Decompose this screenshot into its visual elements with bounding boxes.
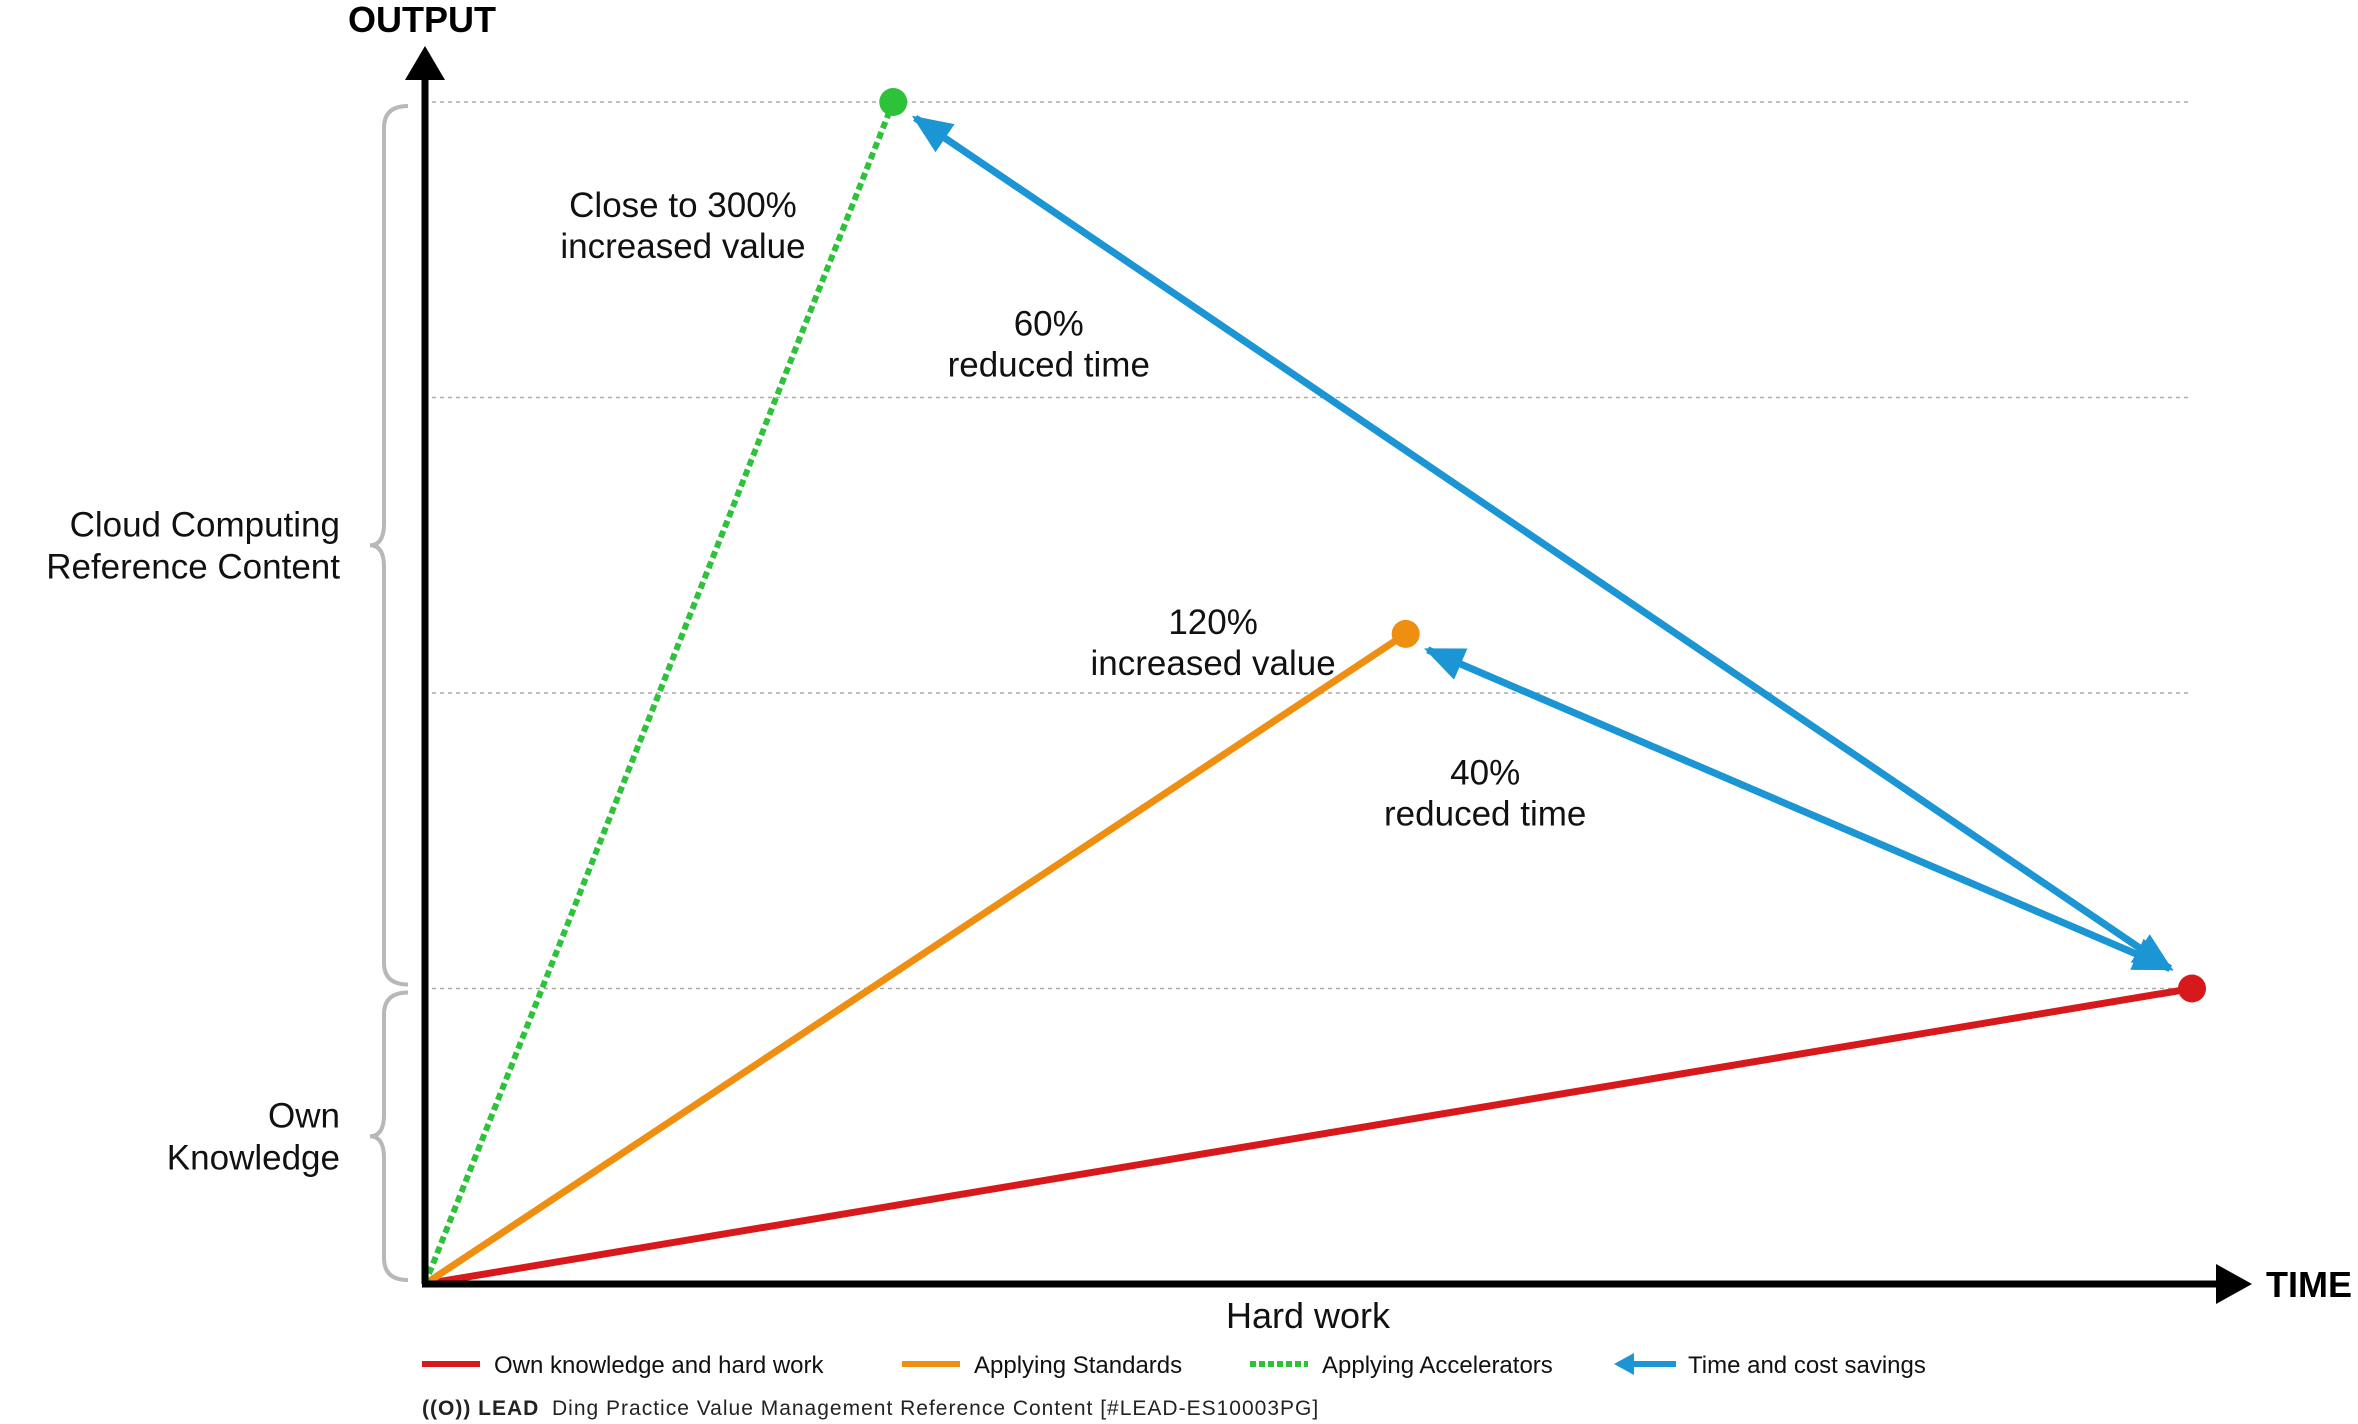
series-lines <box>422 100 2193 1288</box>
legend-label-0: Own knowledge and hard work <box>494 1352 825 1379</box>
series-endpoint-0 <box>2178 974 2206 1003</box>
bracket-label-1-0: Own <box>268 1096 340 1135</box>
series-line-2 <box>422 100 897 1286</box>
savings-arrow-back-1 <box>1426 646 2174 972</box>
bracket-label-1-1: Knowledge <box>167 1138 340 1177</box>
y-axis-title: OUTPUT <box>348 0 496 40</box>
axes: OUTPUT TIME Hard work <box>348 0 2352 1336</box>
series-endpoint-2 <box>879 88 908 116</box>
bracket-label-0-1: Reference Content <box>46 547 340 586</box>
x-axis-arrowhead <box>2216 1264 2252 1304</box>
bracket-1 <box>369 990 409 1282</box>
legend-arrowhead-3 <box>1614 1353 1634 1375</box>
series-line-1 <box>423 630 1408 1287</box>
annotation-0-0: Close to 300% <box>569 186 797 225</box>
annotation-0-1: increased value <box>560 227 805 266</box>
legend: Own knowledge and hard work Applying Stan… <box>422 1352 1926 1379</box>
savings-arrow-back-0 <box>913 115 2174 972</box>
end-points <box>879 88 2206 1003</box>
annotation-3-0: 40% <box>1450 754 1520 793</box>
x-axis-title: TIME <box>2266 1264 2352 1305</box>
annotation-2-1: increased value <box>1091 644 1336 683</box>
legend-label-1: Applying Standards <box>974 1352 1182 1379</box>
legend-label-3: Time and cost savings <box>1688 1352 1926 1379</box>
annotation-3-1: reduced time <box>1384 795 1586 834</box>
series-endpoint-1 <box>1391 619 1420 648</box>
annotation-2-0: 120% <box>1168 603 1258 642</box>
footer: ((O)) LEAD Ding Practice Value Managemen… <box>422 1397 1319 1420</box>
annotation-1-0: 60% <box>1014 304 1084 343</box>
x-axis-label: Hard work <box>1226 1295 1391 1336</box>
footer-text: Ding Practice Value Management Reference… <box>552 1397 1319 1420</box>
savings-arrows <box>911 115 2174 972</box>
footer-logo: ((O)) LEAD <box>422 1397 539 1420</box>
bracket-0 <box>369 104 409 987</box>
y-axis-arrowhead <box>405 46 445 80</box>
annotation-1-1: reduced time <box>948 345 1150 384</box>
series-line-0 <box>424 985 2193 1288</box>
bracket-label-0-0: Cloud Computing <box>70 505 340 544</box>
legend-label-2: Applying Accelerators <box>1322 1352 1553 1379</box>
